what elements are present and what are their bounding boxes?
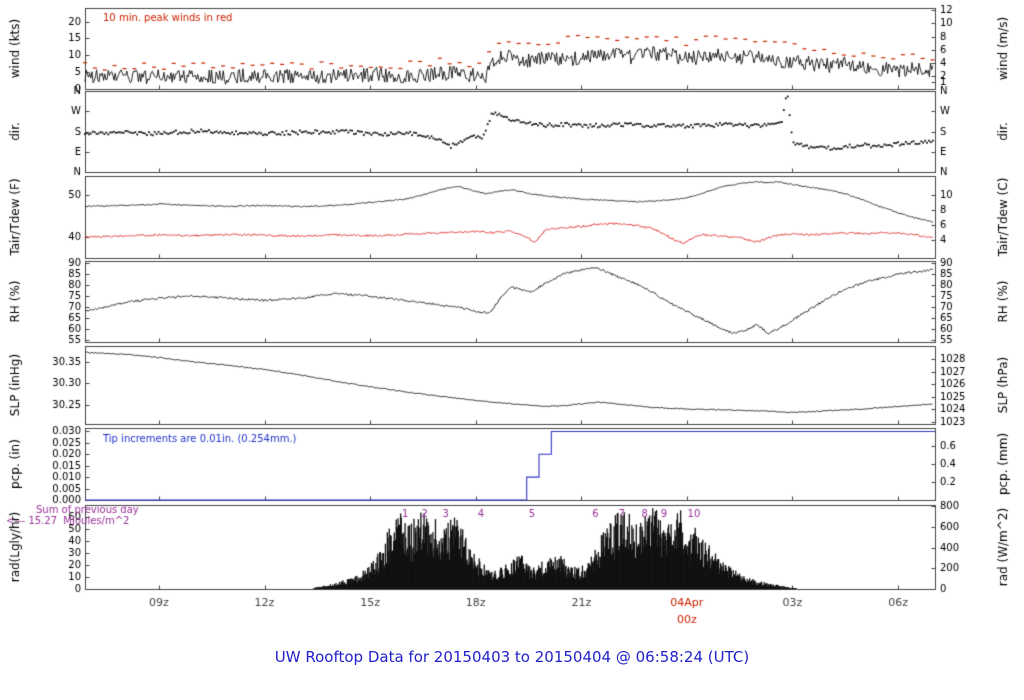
chart-title: UW Rooftop Data for 20150403 to 20150404… (274, 648, 750, 666)
